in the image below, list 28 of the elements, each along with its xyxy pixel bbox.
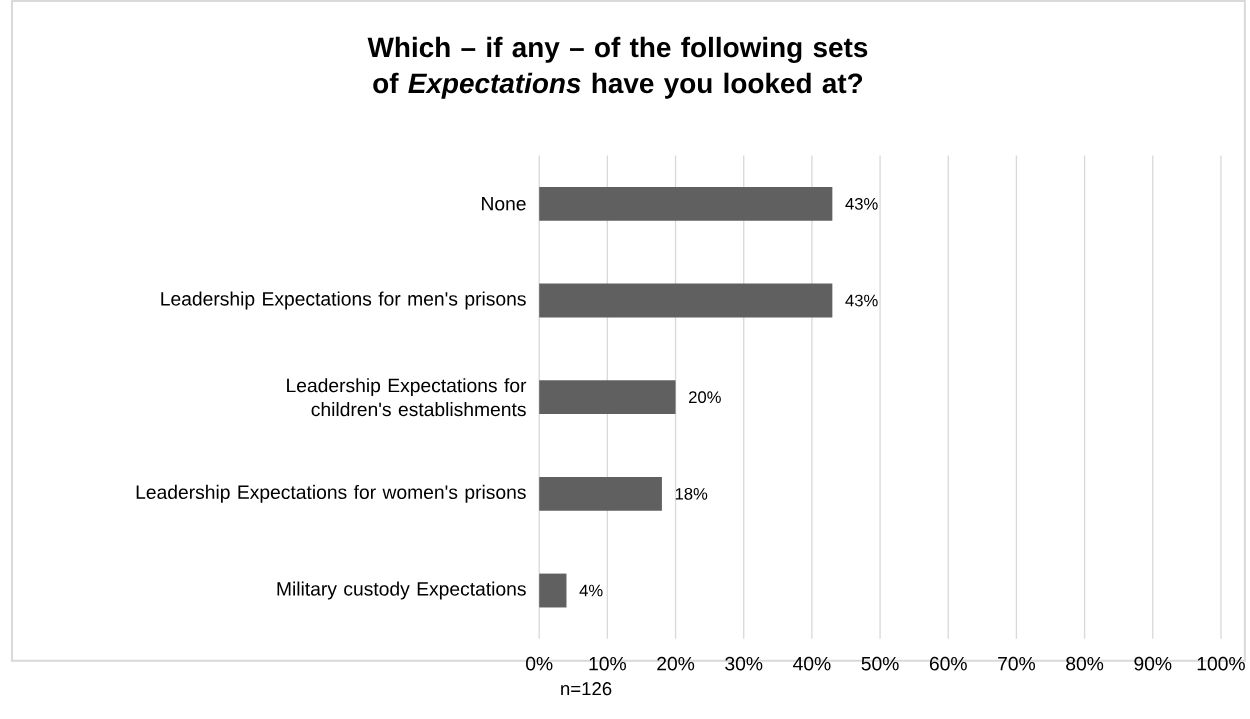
bar	[539, 380, 676, 415]
x-tick-label: 20%	[657, 657, 695, 671]
bar	[539, 477, 662, 511]
y-tick-label: None	[482, 197, 526, 211]
data-label: 4%	[579, 584, 603, 597]
x-tick-label: 10%	[589, 657, 626, 671]
x-tick-label: 40%	[793, 657, 831, 671]
bar	[539, 283, 833, 318]
x-tick-label: 30%	[725, 657, 763, 671]
data-label: 43%	[845, 198, 878, 210]
data-label: 18%	[675, 488, 708, 500]
y-tick-label: Leadership Expectations for women's prisons	[136, 485, 526, 504]
chart-title: Which – if any – of the following sets of Expectations have you looked at?	[367, 37, 868, 99]
text: n=126	[561, 682, 612, 696]
x-tick-label: 100%	[1197, 657, 1245, 671]
bar	[539, 573, 567, 608]
y-tick-label: Leadership Expectations for children's establishments	[287, 378, 527, 417]
data-label: 20%	[689, 391, 721, 404]
x-tick-label: 50%	[861, 657, 899, 671]
x-tick-label: 0%	[526, 657, 553, 671]
y-tick-label: Military custody Expectations	[277, 581, 526, 600]
bar	[539, 187, 833, 221]
x-tick-label: 70%	[998, 657, 1036, 671]
data-label: 43%	[845, 294, 878, 307]
x-tick-label: 90%	[1134, 657, 1172, 671]
x-tick-label: 80%	[1066, 657, 1104, 671]
y-tick-label: Leadership Expectations for men's prisons	[161, 291, 526, 310]
x-tick-label: 60%	[929, 657, 967, 671]
